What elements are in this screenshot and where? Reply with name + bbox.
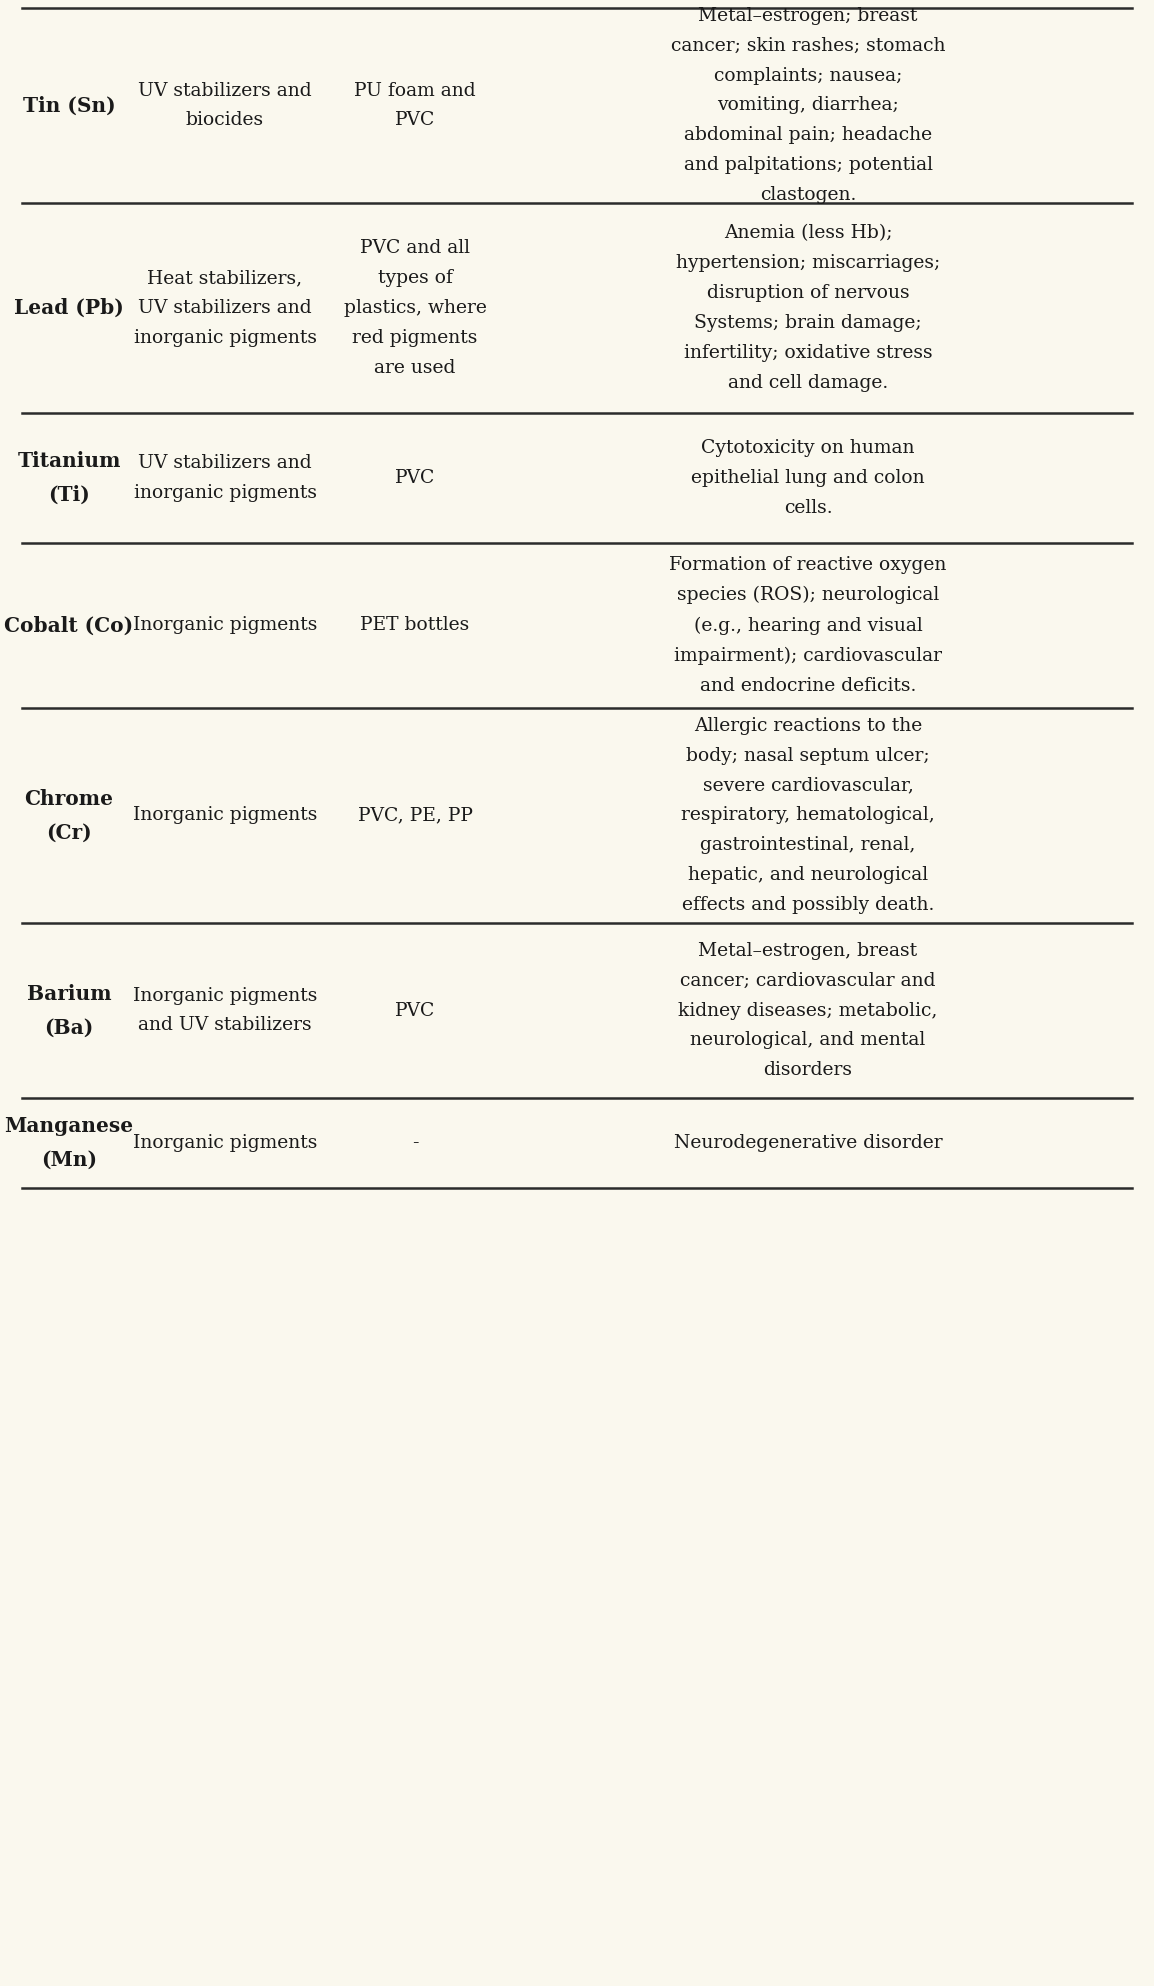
Text: Formation of reactive oxygen
species (ROS); neurological
(e.g., hearing and visu: Formation of reactive oxygen species (RO… xyxy=(669,556,946,695)
Text: PVC, PE, PP: PVC, PE, PP xyxy=(358,806,472,824)
Text: PU foam and
PVC: PU foam and PVC xyxy=(354,81,475,129)
Text: Cytotoxicity on human
epithelial lung and colon
cells.: Cytotoxicity on human epithelial lung an… xyxy=(691,439,924,516)
Text: Manganese
(Mn): Manganese (Mn) xyxy=(5,1116,134,1170)
Text: PVC: PVC xyxy=(395,469,435,487)
Text: Cobalt (Co): Cobalt (Co) xyxy=(5,616,134,636)
Text: Inorganic pigments
and UV stabilizers: Inorganic pigments and UV stabilizers xyxy=(133,987,317,1035)
Text: PVC and all
types of
plastics, where
red pigments
are used: PVC and all types of plastics, where red… xyxy=(344,238,487,377)
Text: -: - xyxy=(412,1134,418,1152)
Text: Inorganic pigments: Inorganic pigments xyxy=(133,806,317,824)
Text: Barium
(Ba): Barium (Ba) xyxy=(27,983,111,1037)
Text: Titanium
(Ti): Titanium (Ti) xyxy=(17,451,121,504)
Text: Allergic reactions to the
body; nasal septum ulcer;
severe cardiovascular,
respi: Allergic reactions to the body; nasal se… xyxy=(681,717,935,914)
Text: UV stabilizers and
biocides: UV stabilizers and biocides xyxy=(138,81,312,129)
Text: Metal–estrogen; breast
cancer; skin rashes; stomach
complaints; nausea;
vomiting: Metal–estrogen; breast cancer; skin rash… xyxy=(670,6,945,205)
Text: Inorganic pigments: Inorganic pigments xyxy=(133,616,317,634)
Text: Tin (Sn): Tin (Sn) xyxy=(23,95,115,115)
Text: Metal–estrogen, breast
cancer; cardiovascular and
kidney diseases; metabolic,
ne: Metal–estrogen, breast cancer; cardiovas… xyxy=(679,941,938,1078)
Text: Neurodegenerative disorder: Neurodegenerative disorder xyxy=(674,1134,943,1152)
Text: Inorganic pigments: Inorganic pigments xyxy=(133,1134,317,1152)
Text: Anemia (less Hb);
hypertension; miscarriages;
disruption of nervous
Systems; bra: Anemia (less Hb); hypertension; miscarri… xyxy=(676,224,941,391)
Text: UV stabilizers and
inorganic pigments: UV stabilizers and inorganic pigments xyxy=(134,455,316,502)
Text: PVC: PVC xyxy=(395,1001,435,1019)
Text: Lead (Pb): Lead (Pb) xyxy=(14,298,123,318)
Text: Chrome
(Cr): Chrome (Cr) xyxy=(24,788,113,842)
Text: Heat stabilizers,
UV stabilizers and
inorganic pigments: Heat stabilizers, UV stabilizers and ino… xyxy=(134,268,316,348)
Text: PET bottles: PET bottles xyxy=(360,616,470,634)
